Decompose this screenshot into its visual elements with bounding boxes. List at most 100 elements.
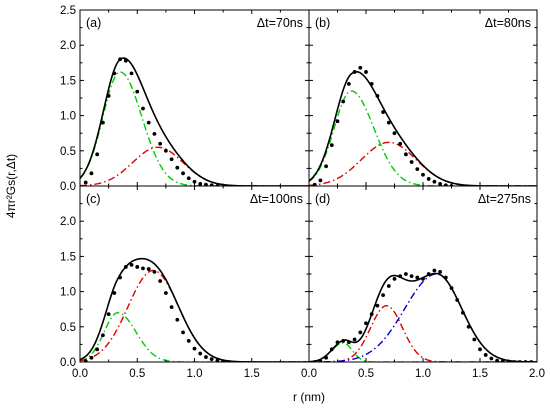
data-point [466,324,471,329]
data-point [369,82,374,86]
panel-a: (a) Δt=70ns [79,9,310,187]
data-point [192,346,197,351]
data-point [186,176,191,181]
data-point [146,120,151,125]
data-point [89,355,94,360]
data-point [118,57,122,62]
data-point [163,148,168,153]
data-point [318,359,323,362]
data-point [141,266,145,271]
y-tick-label: 0.5 [60,146,76,158]
time-delay-label: Δt=275ns [478,192,531,206]
panel-frame [308,9,538,187]
data-point [392,131,397,136]
data-point [198,181,203,186]
data-point [381,293,385,298]
x-tick-label: 1.0 [187,368,203,380]
data-point [421,172,425,177]
y-tick-label: 2.0 [60,40,76,52]
data-point [404,152,408,157]
data-point [106,312,111,317]
data-point [135,89,140,94]
panel-label: (b) [315,16,330,30]
data-point [375,93,380,98]
data-point [158,141,163,146]
data-point [146,267,151,271]
data-point [83,359,88,362]
data-point [426,272,431,276]
data-point [478,347,482,352]
data-point [386,284,391,288]
data-point [409,274,414,279]
y-tick-label: 1.5 [60,75,76,87]
data-point [352,70,357,74]
data-point [215,358,220,362]
data-point [169,305,174,309]
data-point [364,321,368,326]
time-delay-label: Δt=100ns [250,192,303,206]
data-point [404,272,408,276]
series-red-component [309,304,537,362]
data-point [123,58,128,63]
data-point [432,268,437,273]
series-total-fit [80,257,309,362]
data-point [175,165,180,170]
x-tick-label: 0.5 [129,368,145,380]
data-point [181,330,185,335]
y-tick-label: 0.0 [60,357,76,369]
panel-frame [79,9,310,187]
data-point [358,65,363,70]
data-point [341,99,346,104]
data-point [426,177,431,181]
time-delay-label: Δt=70ns [257,16,303,30]
data-point [112,291,117,295]
series-total-fit [309,70,537,186]
panel-label: (d) [315,192,330,206]
data-point [83,180,88,185]
data-point [198,351,203,356]
data-point [341,338,346,343]
data-point [392,277,397,281]
series-red-component [309,141,537,186]
data-point [415,167,420,172]
y-tick-label: 0.0 [60,181,76,193]
data-point [204,182,208,186]
data-point [312,182,317,186]
data-point [443,275,448,280]
data-point [449,286,454,290]
data-point [318,178,323,183]
ticks-layer: 0.0 0.5 1.0 1.5 2.0 2.5 0.0 0.5 1.0 1.5 2.0 0.0 0.5 1… [60,5,545,380]
series-blue-component [309,273,537,362]
data-point [101,333,105,338]
data-point [381,110,385,114]
panel-b: (b) Δt=80ns [308,9,538,187]
data-point [421,277,425,281]
time-delay-label: Δt=80ns [485,16,531,30]
data-point [209,183,214,186]
data-point [495,358,499,362]
data-point [398,274,403,279]
data-point [461,310,465,315]
data-point [358,330,363,335]
data-point [347,82,351,86]
series-green-component [80,71,309,186]
data-point [364,70,368,74]
panel-c: (c) Δt=100ns [79,185,310,363]
data-point [415,275,420,280]
data-point [483,353,488,357]
panel-d: (d) Δt=275ns [308,185,538,363]
data-point [329,347,334,352]
data-point [181,171,185,176]
data-point [175,317,180,322]
x-tick-label: 0.0 [72,368,88,380]
data-point [192,179,197,184]
plot-area [309,65,537,186]
x-tick-label: 0.0 [301,368,317,380]
data-point [443,183,448,186]
x-tick-label: 0.5 [358,368,374,380]
data-point [324,355,328,360]
data-point [375,303,380,308]
data-point [118,275,122,280]
x-tick-label: 2.0 [529,368,545,380]
data-point [158,279,163,283]
